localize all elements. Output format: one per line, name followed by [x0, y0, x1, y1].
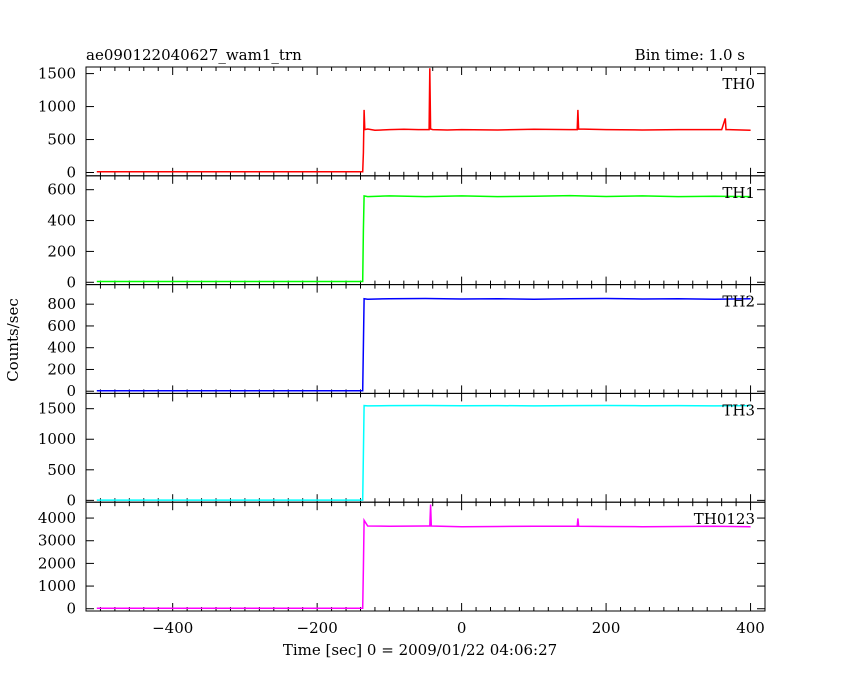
panel-th3: 0 500 1000 1500 TH3 — [38, 392, 766, 509]
panel-th0: 0 500 1000 1500 TH0 — [38, 65, 766, 182]
panels-group: 0 500 1000 1500 TH0 0 200 400 600 TH1 0 200 400 600 80… — [38, 65, 766, 637]
chart-title: ae090122040627_wam1_trn — [86, 46, 302, 64]
series-line-th0 — [96, 68, 751, 173]
y-tick-label: 3000 — [38, 532, 76, 550]
y-tick-label: 200 — [47, 360, 76, 378]
panel-frame — [85, 284, 766, 394]
panel-label: TH2 — [722, 293, 755, 311]
series-line-th2 — [96, 297, 751, 392]
panel-frame — [85, 66, 766, 177]
y-tick-label: 0 — [66, 600, 76, 618]
panel-label: TH0 — [722, 75, 755, 93]
y-tick-label: 1000 — [38, 577, 76, 595]
y-tick-label: 1000 — [38, 98, 76, 116]
y-tick-label: 1500 — [38, 65, 76, 83]
y-tick-label: 0 — [66, 164, 76, 182]
x-tick-label: 200 — [592, 619, 621, 637]
panel-th2: 0 200 400 600 800 TH2 — [47, 284, 766, 400]
y-tick-label: 0 — [66, 382, 76, 400]
y-tick-label: 600 — [47, 317, 76, 335]
panel-label: TH0123 — [694, 510, 755, 528]
x-tick-label: −400 — [152, 619, 193, 637]
series-line-th0123 — [96, 504, 751, 610]
y-axis-label: Counts/sec — [4, 298, 22, 382]
panel-frame — [85, 175, 766, 286]
series-line-th3 — [96, 404, 751, 501]
bin-time-label: Bin time: 1.0 s — [635, 46, 745, 64]
y-tick-label: 600 — [47, 181, 76, 199]
y-tick-label: 0 — [66, 273, 76, 291]
y-tick-label: 400 — [47, 212, 76, 230]
y-tick-label: 400 — [47, 339, 76, 357]
panel-th1: 0 200 400 600 TH1 — [47, 175, 766, 291]
y-tick-label: 1000 — [38, 430, 76, 448]
series-line-th1 — [96, 194, 751, 283]
y-tick-label: 500 — [47, 131, 76, 149]
x-axis-label: Time [sec] 0 = 2009/01/22 04:06:27 — [283, 641, 557, 659]
y-tick-label: 200 — [47, 242, 76, 260]
panel-frame — [85, 392, 766, 503]
panel-label: TH1 — [722, 184, 755, 202]
panel-label: TH3 — [722, 401, 755, 419]
y-tick-label: 1500 — [38, 400, 76, 418]
y-tick-label: 800 — [47, 295, 76, 313]
y-tick-label: 0 — [66, 491, 76, 509]
panel-frame — [85, 501, 766, 612]
y-tick-label: 2000 — [38, 554, 76, 572]
x-tick-label: −200 — [297, 619, 338, 637]
y-tick-label: 500 — [47, 461, 76, 479]
x-tick-label: 400 — [736, 619, 765, 637]
y-tick-label: 4000 — [38, 509, 76, 527]
panel-th0123: 0 1000 2000 3000 4000 TH0123 — [38, 501, 766, 618]
x-tick-label: 0 — [457, 619, 467, 637]
